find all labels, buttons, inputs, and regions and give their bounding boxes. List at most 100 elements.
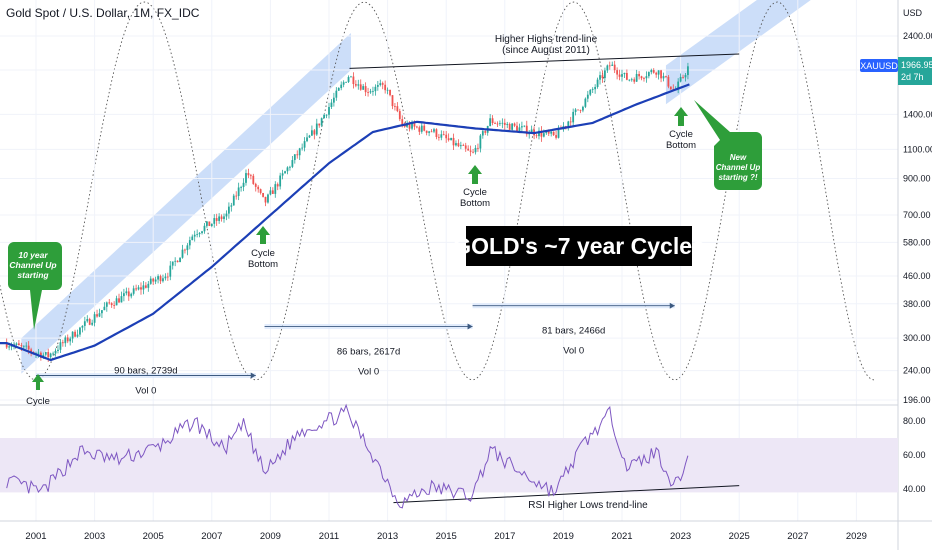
candle-body <box>123 293 125 297</box>
channel-up-2 <box>665 0 811 105</box>
rsi-tick-2: 40.00 <box>903 484 926 494</box>
candle-body <box>655 72 658 75</box>
candle-body <box>625 72 628 80</box>
candle-body <box>411 123 413 129</box>
cycle-bottom-arrow-2001 <box>32 374 44 390</box>
candle-body <box>257 186 260 190</box>
bar-countdown: 2d 7h <box>901 72 924 82</box>
candle-body <box>557 127 560 138</box>
candle-body <box>354 84 357 86</box>
last-price-tag-bg <box>898 57 932 85</box>
candle-body <box>401 119 404 125</box>
measure-arrow-2 <box>669 302 675 309</box>
candle-body <box>643 78 645 80</box>
candle-body <box>647 72 650 77</box>
candle-body <box>601 75 604 79</box>
candle-body <box>176 260 179 263</box>
candle-body <box>49 353 52 358</box>
candle-body <box>513 123 516 126</box>
callout-left-line-1: 10 year <box>18 250 48 260</box>
candle-body <box>503 122 506 125</box>
candle-body <box>69 338 72 342</box>
candle-body <box>320 118 323 126</box>
candle-body <box>337 88 340 91</box>
candle-body <box>457 143 460 147</box>
candle-body <box>582 106 584 111</box>
callout-right-line-2: Channel Up <box>716 163 761 172</box>
measure-label-2: 81 bars, 2466d <box>542 326 605 337</box>
candle-body <box>110 303 113 306</box>
candle-body <box>389 89 391 96</box>
candle-body <box>542 133 545 137</box>
candle-body <box>96 314 98 317</box>
candle-body <box>174 260 177 262</box>
candle-body <box>462 145 465 147</box>
candle-body <box>296 154 299 156</box>
candle-body <box>147 283 150 288</box>
candle-body <box>149 278 152 284</box>
candle-body <box>76 334 79 337</box>
candle-body <box>364 86 367 93</box>
candle-body <box>113 305 116 306</box>
candle-body <box>608 65 611 67</box>
candle-body <box>15 343 18 346</box>
candle-body <box>127 291 130 297</box>
candle-body <box>306 137 308 142</box>
cycle-bottom-arrow-2015 <box>468 165 482 184</box>
candle-body <box>530 129 533 133</box>
candle-body <box>369 91 372 93</box>
candle-body <box>227 206 230 214</box>
candle-body <box>254 183 257 187</box>
channel-up-1 <box>21 33 351 374</box>
candle-body <box>57 349 59 351</box>
candle-body <box>669 86 672 90</box>
y-tick-2: 1400.00 <box>903 109 932 119</box>
candle-body <box>66 337 69 342</box>
callout-right-line-1: New <box>730 153 747 162</box>
candle-body <box>220 216 223 220</box>
candle-body <box>232 195 235 206</box>
candle-body <box>469 150 472 152</box>
candle-body <box>616 70 619 75</box>
candle-body <box>413 123 416 127</box>
candle-body <box>196 234 199 235</box>
candle-body <box>198 233 201 235</box>
candle-body <box>679 76 682 82</box>
candle-body <box>245 173 247 183</box>
candle-body <box>271 190 274 194</box>
rsi-band <box>0 438 898 493</box>
candle-body <box>269 190 272 195</box>
candle-body <box>262 192 264 197</box>
candle-body <box>437 136 440 138</box>
symbol-tag: XAUUSD <box>860 61 898 71</box>
hh-trendline-sublabel: (since August 2011) <box>502 45 590 56</box>
candle-body <box>159 276 162 282</box>
candle-body <box>315 123 318 135</box>
chart-header-title: Gold Spot / U.S. Dollar, 1M, FX_IDC <box>6 6 200 20</box>
candle-body <box>567 121 570 127</box>
candle-body <box>323 114 326 119</box>
candle-body <box>425 130 428 133</box>
candle-body <box>206 221 208 226</box>
candle-body <box>450 137 452 141</box>
candle-body <box>193 234 196 237</box>
cycle-bottom-2001-label-1: Cycle <box>26 396 50 407</box>
candle-body <box>218 216 221 221</box>
x-tick-6: 2013 <box>377 531 398 542</box>
candle-body <box>596 79 599 87</box>
candle-body <box>10 346 13 347</box>
candle-body <box>328 106 330 115</box>
cycle-bottom-2015-label-1: Cycle <box>463 187 487 198</box>
candle-body <box>242 182 245 188</box>
candle-body <box>81 325 84 328</box>
measure-arrow-0 <box>250 372 256 379</box>
candle-body <box>342 82 345 85</box>
candle-body <box>259 189 262 193</box>
candle-body <box>318 123 321 126</box>
candle-body <box>30 349 33 352</box>
candle-body <box>433 129 435 132</box>
y-tick-3: 1100.00 <box>903 144 932 154</box>
y-tick-0: 2400.00 <box>903 31 932 41</box>
y-tick-4: 900.00 <box>903 174 931 184</box>
candle-body <box>472 151 474 153</box>
